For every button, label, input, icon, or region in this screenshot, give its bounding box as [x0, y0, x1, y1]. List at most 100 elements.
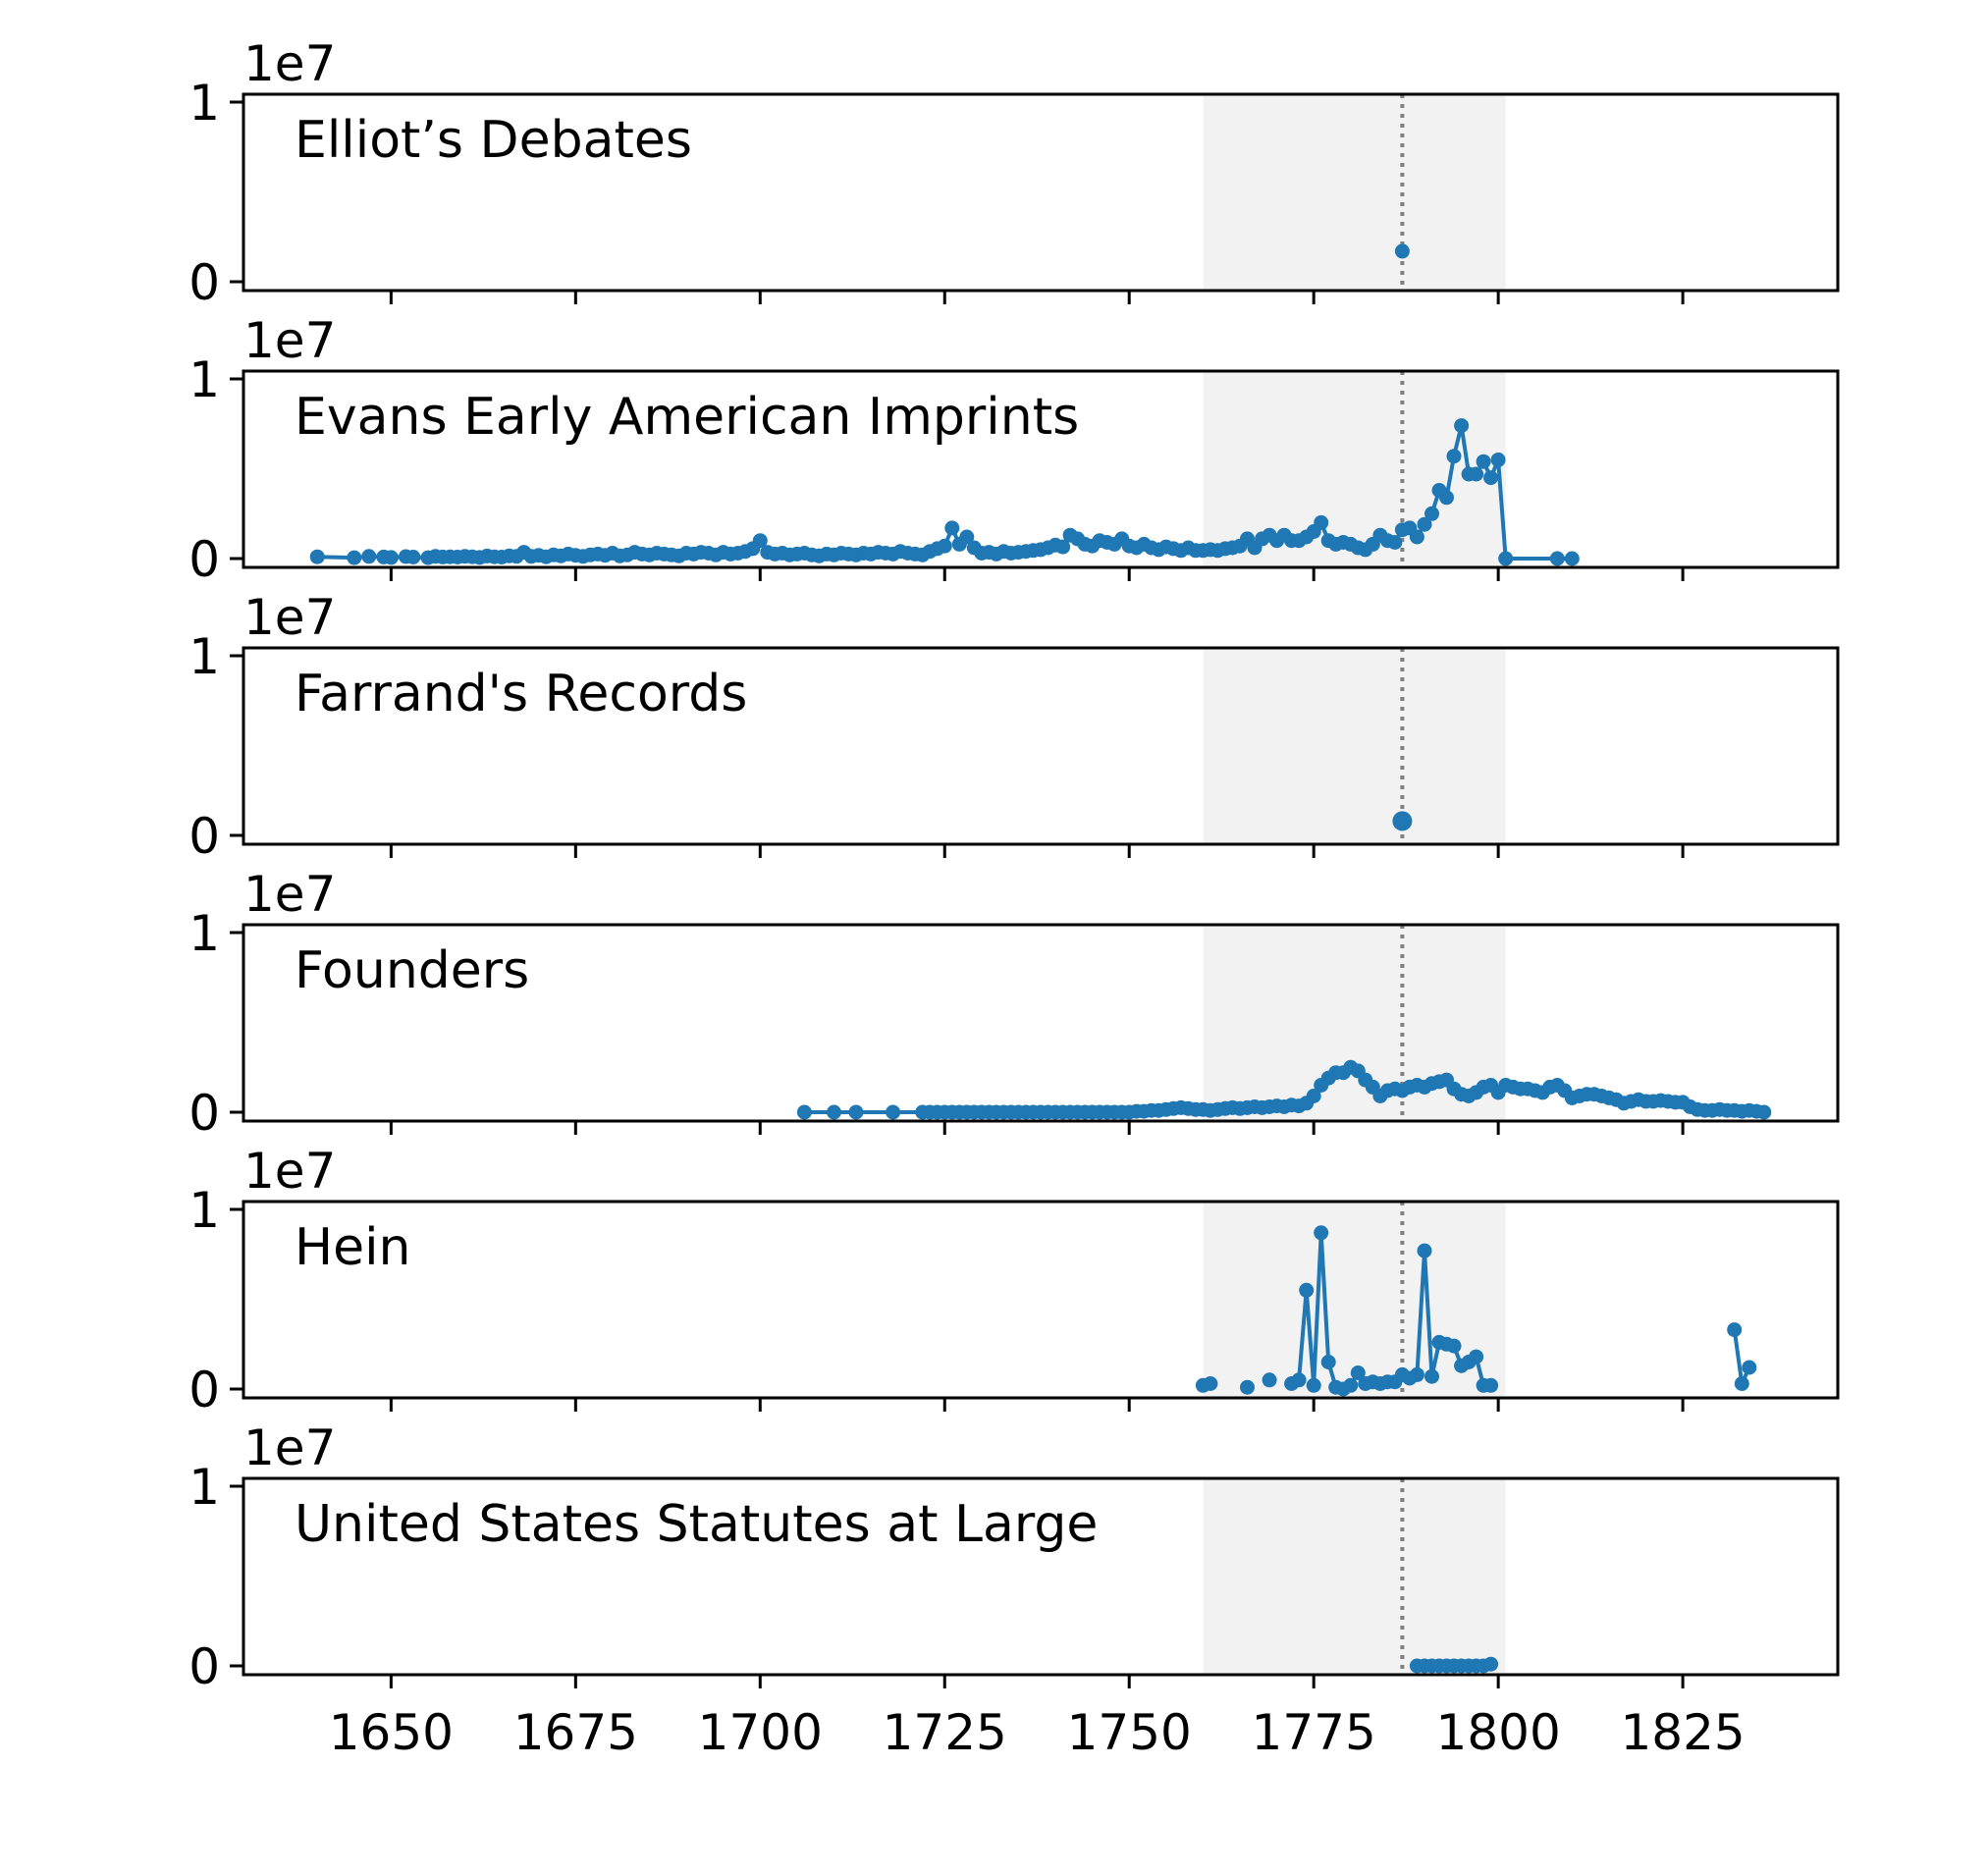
data-point [1490, 452, 1506, 467]
data-point [1454, 418, 1470, 434]
y-offset-label: 1e7 [243, 589, 336, 646]
data-point [959, 529, 975, 545]
data-point [1320, 1355, 1336, 1369]
data-point [1439, 490, 1454, 506]
data-point [937, 538, 952, 554]
y-offset-label: 1e7 [243, 35, 336, 92]
data-point [848, 1104, 864, 1120]
panel-frame [242, 1200, 1840, 1400]
data-point [1409, 1366, 1424, 1382]
shaded-period [1203, 1478, 1506, 1675]
data-point [1446, 1338, 1462, 1354]
data-point [405, 550, 421, 564]
data-point [1476, 454, 1491, 469]
panel-title: Farrand's Records [295, 665, 747, 723]
x-tick-label: 1650 [329, 1704, 454, 1761]
panel-title: Founders [295, 941, 529, 1000]
shaded-period [1203, 94, 1506, 291]
data-point [1756, 1104, 1772, 1120]
panel-6: United States Statutes at Large 0 1 1e7 [188, 1419, 1840, 1695]
data-point [886, 1104, 901, 1120]
data-point [361, 549, 377, 564]
panel-frame [242, 92, 1840, 293]
x-tick-label: 1800 [1436, 1704, 1561, 1761]
data-point [1387, 535, 1403, 550]
data-point [1343, 1377, 1359, 1393]
y-offset-label: 1e7 [243, 312, 336, 369]
panel-5: Hein 0 1 1e7 [188, 1143, 1840, 1418]
panel-2: Evans Early American Imprints 0 1 1e7 [188, 312, 1840, 588]
y-tick-label: 1 [188, 628, 220, 685]
y-tick-label: 1 [188, 905, 220, 962]
y-tick-label: 0 [188, 254, 220, 311]
data-point [1734, 1376, 1749, 1391]
data-point [1483, 470, 1499, 486]
data-point [1498, 551, 1514, 566]
data-point [1727, 1322, 1743, 1338]
data-point [1394, 243, 1410, 259]
data-point [347, 550, 362, 565]
panel-frame [242, 369, 1840, 569]
data-point [1469, 466, 1484, 482]
data-point [1424, 1368, 1439, 1384]
shaded-period [1203, 648, 1506, 844]
data-point [1742, 1360, 1757, 1375]
x-tick-label: 1700 [698, 1704, 823, 1761]
y-offset-label: 1e7 [243, 1419, 336, 1476]
data-point [1446, 449, 1462, 464]
series-line [1732, 1329, 1751, 1386]
panel-3: Farrand's Records 0 1 1e7 [188, 589, 1840, 865]
panel-frame [242, 646, 1840, 846]
x-tick-label: 1750 [1067, 1704, 1192, 1761]
y-tick-label: 1 [188, 351, 220, 408]
y-tick-label: 0 [188, 1638, 220, 1695]
data-point [1240, 1379, 1255, 1395]
data-point [1417, 516, 1432, 532]
data-point [827, 1104, 841, 1120]
data-point [1306, 1377, 1321, 1393]
data-point [1306, 1089, 1321, 1103]
data-point [1291, 1372, 1307, 1388]
y-tick-label: 0 [188, 808, 220, 865]
x-tick-label: 1725 [883, 1704, 1007, 1761]
panel-title: United States Statutes at Large [295, 1495, 1098, 1554]
data-point [1203, 1376, 1218, 1391]
data-point [796, 1104, 812, 1120]
data-point [383, 550, 399, 565]
panel-title: Elliot’s Debates [295, 111, 692, 170]
data-point [309, 549, 325, 564]
data-point [1549, 551, 1565, 566]
data-point [752, 533, 768, 549]
shaded-period [1203, 371, 1506, 567]
y-tick-label: 1 [188, 1182, 220, 1239]
data-point [1483, 1377, 1499, 1393]
data-point [944, 520, 960, 536]
y-tick-label: 0 [188, 1362, 220, 1418]
y-tick-label: 0 [188, 1085, 220, 1142]
panel-title: Hein [295, 1218, 411, 1277]
x-tick-label: 1825 [1620, 1704, 1745, 1761]
data-point [1314, 1225, 1329, 1241]
panel-frame [242, 923, 1840, 1123]
x-tick-label: 1775 [1252, 1704, 1376, 1761]
panel-title: Evans Early American Imprints [295, 388, 1079, 447]
data-point [1299, 1282, 1315, 1298]
y-tick-label: 1 [188, 1459, 220, 1516]
data-point [1314, 514, 1329, 530]
x-axis: 1650 1675 1700 1725 1750 1775 1800 1825 [329, 1704, 1746, 1761]
y-tick-label: 1 [188, 75, 220, 132]
data-point [1424, 506, 1439, 521]
panel-1: Elliot’s Debates 0 1 1e7 [188, 35, 1840, 311]
x-tick-label: 1675 [513, 1704, 638, 1761]
panel-4: Founders 0 1 1e7 [188, 866, 1840, 1142]
data-point [1262, 1372, 1277, 1388]
data-point [1469, 1349, 1484, 1365]
y-tick-label: 0 [188, 531, 220, 588]
data-point [1350, 1365, 1366, 1380]
data-point [1392, 811, 1413, 831]
y-offset-label: 1e7 [243, 1143, 336, 1200]
panel-frame [242, 1476, 1840, 1677]
y-offset-label: 1e7 [243, 866, 336, 923]
